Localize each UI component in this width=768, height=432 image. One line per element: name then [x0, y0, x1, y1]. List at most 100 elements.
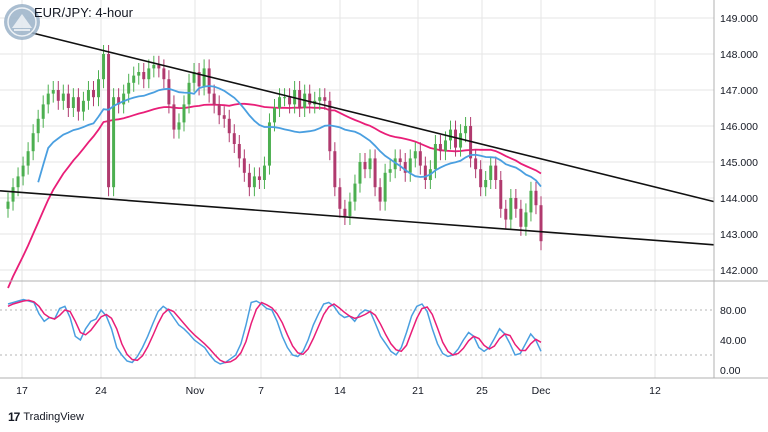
candle-body — [127, 82, 131, 94]
candle-body — [358, 162, 362, 184]
candle-body — [31, 133, 35, 152]
price-tick-label: 142.000 — [720, 265, 758, 277]
oscillator-reference-lines — [0, 309, 714, 356]
candle-body — [71, 97, 75, 108]
candle-body — [408, 158, 412, 173]
candle-body — [509, 198, 513, 220]
candle-body — [283, 97, 287, 99]
trendlines[interactable] — [0, 31, 715, 246]
candle-body — [529, 190, 533, 213]
candle-body — [102, 54, 106, 80]
candle-body — [383, 172, 387, 202]
lower-trendline — [0, 190, 715, 246]
brand-name: TradingView — [23, 411, 84, 423]
main-panel[interactable] — [0, 0, 715, 378]
candle-body — [348, 201, 352, 216]
candlesticks — [6, 45, 543, 251]
candle-body — [6, 201, 10, 209]
candle-body — [26, 151, 30, 166]
candle-body — [323, 97, 327, 101]
candle-body — [11, 187, 15, 202]
time-tick-label: 24 — [95, 385, 107, 397]
candle-body — [519, 208, 523, 227]
candle-body — [182, 104, 186, 123]
candle-body — [418, 151, 422, 166]
candle-body — [524, 212, 528, 227]
candle-body — [459, 133, 463, 148]
candle-body — [66, 93, 70, 108]
candle-body — [262, 165, 266, 180]
candle-body — [56, 90, 60, 101]
time-tick-label: 12 — [649, 385, 661, 397]
candle-body — [373, 158, 377, 188]
candle-body — [217, 104, 221, 116]
brand-logo-icon — [2, 2, 42, 42]
candle-body — [117, 97, 121, 105]
time-tick-label: Nov — [186, 385, 205, 397]
candle-body — [413, 151, 417, 159]
price-axis[interactable]: 149.000 148.000 147.000 146.000 145.000 144.0… — [720, 13, 758, 377]
candle-body — [207, 68, 211, 94]
candle-body — [278, 97, 282, 108]
candle-body — [242, 158, 246, 173]
candle-body — [534, 190, 538, 206]
stochastic-panel[interactable] — [0, 298, 714, 365]
candle-body — [398, 158, 402, 162]
candle-body — [267, 122, 271, 166]
footer: 17 TradingView — [8, 410, 84, 424]
candle-body — [237, 144, 241, 159]
candle-body — [423, 165, 427, 180]
oscillator-tick-label: 80.00 — [720, 305, 746, 317]
candle-body — [86, 90, 90, 101]
candle-body — [122, 93, 126, 105]
candle-body — [252, 176, 256, 188]
candle-body — [162, 68, 166, 80]
tradingview-logo-icon: 17 — [8, 410, 20, 424]
candle-body — [172, 104, 176, 130]
candle-body — [273, 108, 276, 123]
candle-body — [368, 158, 372, 170]
time-tick-label: 17 — [16, 385, 28, 397]
candle-body — [177, 122, 181, 130]
candle-body — [16, 176, 20, 188]
candle-body — [51, 90, 55, 94]
price-tick-label: 149.000 — [720, 13, 758, 25]
candle-body — [212, 93, 216, 105]
candle-body — [539, 205, 543, 242]
candle-body — [107, 54, 111, 188]
price-tick-label: 145.000 — [720, 157, 758, 169]
sma-short-series — [37, 85, 542, 188]
candle-body — [353, 183, 357, 202]
candle-body — [137, 72, 141, 76]
candle-body — [484, 180, 488, 188]
candle-body — [61, 93, 65, 101]
candle-body — [343, 208, 347, 216]
candle-body — [247, 172, 251, 188]
candle-body — [227, 118, 231, 134]
oscillator-tick-label: 40.00 — [720, 335, 746, 347]
candle-body — [318, 97, 322, 101]
candle-body — [489, 165, 493, 180]
sma-short-line — [37, 85, 542, 188]
oscillator-tick-label: 0.00 — [720, 365, 741, 377]
candle-body — [91, 90, 95, 98]
time-axis[interactable]: 17 24 Nov 7 14 21 25 Dec 12 — [16, 385, 661, 397]
candle-body — [494, 165, 498, 180]
candle-body — [222, 115, 226, 119]
candle-body — [464, 126, 468, 134]
oscillator-series-stoch_k — [7, 298, 542, 365]
candle-body — [232, 133, 236, 144]
price-tick-label: 147.000 — [720, 85, 758, 97]
candle-body — [21, 165, 25, 177]
candle-body — [152, 64, 156, 69]
price-tick-label: 144.000 — [720, 193, 758, 205]
candle-body — [147, 68, 151, 80]
candle-body — [388, 169, 392, 173]
candle-body — [167, 79, 171, 105]
candle-body — [363, 162, 367, 170]
candle-body — [81, 100, 85, 112]
candle-body — [378, 187, 382, 202]
candle-body — [257, 176, 261, 180]
upper-trendline — [29, 31, 715, 203]
